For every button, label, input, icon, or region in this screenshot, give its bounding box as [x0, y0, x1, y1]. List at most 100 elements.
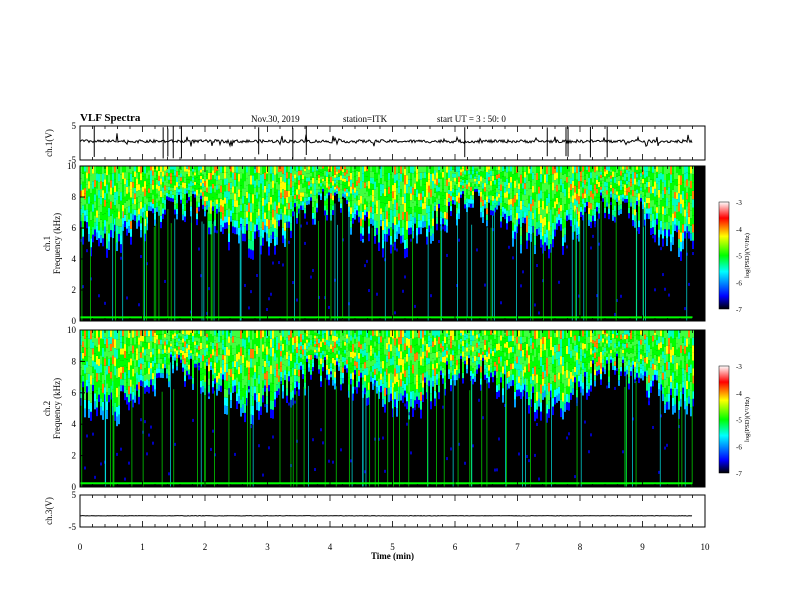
spectrogram-cell [212, 330, 214, 337]
spectrogram-cell [144, 374, 146, 381]
spectrogram-cell [212, 387, 214, 394]
spectrogram-cell [386, 349, 388, 356]
spectrogram-cell [540, 198, 542, 207]
spectrogram-cell [154, 207, 156, 214]
spectrogram-cell [202, 196, 204, 201]
spectrogram-cell [226, 397, 228, 407]
spectrogram-cell [322, 367, 324, 372]
spectrogram-cell [390, 372, 392, 380]
spectrogram-cell [84, 382, 86, 392]
spectrogram-cell [230, 177, 232, 183]
spectrogram-cell [518, 200, 520, 207]
spectrogram-cell [244, 330, 246, 340]
spectrogram-cell [146, 379, 148, 386]
spectrogram-cell [580, 196, 582, 202]
spectrogram-cell [182, 198, 184, 205]
spectrogram-cell [184, 182, 186, 189]
spectrogram-cell [296, 212, 298, 219]
spectrogram-cell [220, 205, 222, 212]
spectrogram-cell [386, 375, 388, 382]
spectrogram-cell [318, 180, 320, 184]
spectrogram-cell [128, 186, 130, 193]
spectrogram-cell [296, 177, 298, 184]
spectrogram-cell [364, 198, 366, 205]
spectrogram-cell [228, 208, 230, 217]
spectrogram-cell [220, 211, 222, 219]
spectrogram-cell [500, 301, 502, 305]
spectrogram-cell [136, 384, 138, 391]
spectrogram-cell [218, 330, 220, 337]
spectrogram-cell [578, 294, 580, 298]
spectrogram-cell [282, 343, 284, 351]
spectrogram-cell [474, 166, 476, 169]
spectrogram-cell [548, 221, 550, 231]
spectrogram-cell [306, 166, 308, 170]
spectrogram-cell [190, 350, 192, 354]
spectrogram-cell [142, 347, 144, 353]
spectrogram-cell [310, 197, 312, 201]
spectrogram-cell [90, 375, 92, 385]
spectrogram-cell [228, 216, 230, 226]
spectrogram-cell [352, 171, 354, 178]
spectrogram-cell [108, 166, 110, 175]
spectrogram-cell [466, 189, 468, 194]
spectrogram-cell [124, 337, 126, 345]
spectrogram-cell [360, 358, 362, 364]
spectrogram-cell [364, 330, 366, 337]
spectrogram-cell [320, 381, 322, 388]
spectrogram-cell [512, 198, 514, 207]
spectrogram-cell [640, 166, 642, 170]
spectrogram-cell [300, 341, 302, 346]
spectrogram-cell [564, 188, 566, 197]
spectrogram-cell [216, 204, 218, 209]
spectrogram-cell [312, 334, 314, 339]
spectrogram-cell [276, 390, 278, 398]
spectrogram-cell [90, 184, 92, 194]
spectrogram-cell [624, 199, 626, 203]
spectrogram-cell [120, 336, 122, 343]
spectrogram-cell [252, 194, 254, 204]
spectrogram-cell [92, 234, 94, 243]
spectrogram-cell [184, 330, 186, 336]
spectrogram-cell [352, 337, 354, 345]
spectrogram-cell [126, 382, 128, 390]
spectrogram-cell [366, 375, 368, 383]
spectrogram-cell [88, 196, 90, 204]
spectrogram-cell [510, 171, 512, 177]
spectrogram-cell [566, 193, 568, 200]
spectrogram-cell [270, 189, 272, 197]
spectrogram-cell [418, 179, 420, 187]
spectrogram-cell [486, 166, 488, 173]
spectrogram-cell [666, 166, 668, 175]
spectrogram-cell [170, 176, 172, 181]
spectrogram-cell [388, 344, 390, 352]
spectrogram-cell [320, 428, 322, 432]
spectrogram-cell [126, 397, 128, 405]
spectrogram-cell [102, 401, 104, 411]
spectrogram-cell [94, 337, 96, 346]
spectrogram-cell [456, 201, 458, 208]
spectrogram-cell [592, 215, 594, 222]
spectrogram-cell [250, 386, 252, 396]
spectrogram-cell [340, 180, 342, 185]
spectrogram-cell [140, 341, 142, 347]
spectrogram-cell [668, 201, 670, 209]
spectrogram-cell [622, 190, 624, 195]
spectrogram-cell [340, 342, 342, 349]
spectrogram-cell [126, 207, 128, 215]
spectrogram-cell [282, 263, 284, 267]
spectrogram-cell [400, 173, 402, 182]
spectrogram-cell [330, 193, 332, 199]
spectrogram-cell [464, 191, 466, 196]
spectrogram-cell [324, 345, 326, 349]
spectrogram-cell [140, 335, 142, 342]
spectrogram-cell [498, 169, 500, 174]
spectrogram-cell [154, 343, 156, 350]
spectrogram-cell [596, 193, 598, 198]
spectrogram-cell [438, 170, 440, 175]
spectrogram-cell [250, 240, 252, 250]
spectrogram-cell [650, 179, 652, 187]
spectrogram-cell [174, 199, 176, 205]
spectrogram-cell [632, 196, 634, 203]
